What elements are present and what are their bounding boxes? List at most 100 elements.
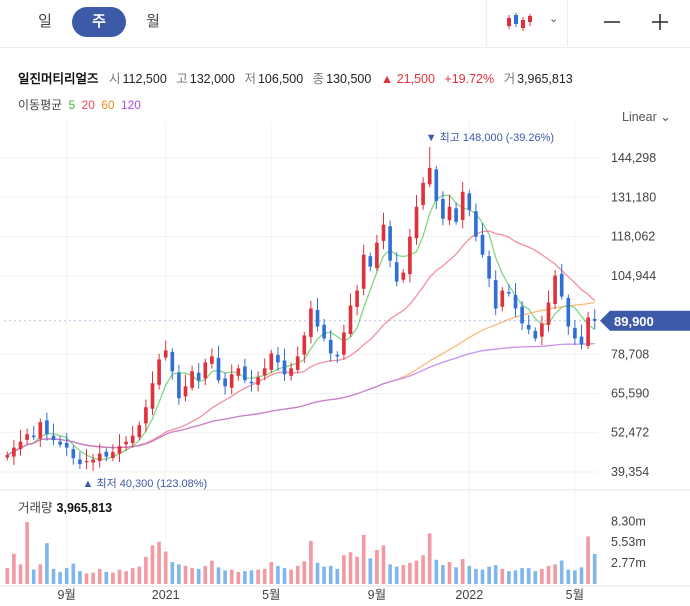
y-tick-label: 131,180 xyxy=(611,190,656,204)
volume-bar xyxy=(91,572,95,584)
candle-body xyxy=(25,434,29,440)
volume-bar xyxy=(368,558,373,584)
volume-bar xyxy=(295,565,300,584)
volume-bar xyxy=(579,567,584,584)
zoom-in-button[interactable] xyxy=(644,6,676,38)
candle-body xyxy=(282,360,287,375)
volume-bar xyxy=(487,566,491,584)
volume-bar xyxy=(144,556,148,584)
moving-average-legend[interactable]: 이동평균 5 20 60 120 xyxy=(18,96,144,113)
ma-20-line xyxy=(6,230,596,456)
change-arrow: ▲ xyxy=(380,72,394,86)
candle-body xyxy=(454,208,458,222)
close-value: 130,500 xyxy=(326,72,372,86)
candle-body xyxy=(196,372,201,381)
volume-bar xyxy=(480,569,485,584)
volume-bar xyxy=(361,534,366,584)
volume-bar xyxy=(137,566,142,584)
ma-5-label: 5 xyxy=(68,98,76,112)
volume-bar xyxy=(414,560,419,584)
volume-bar xyxy=(249,570,254,584)
ma-60-label: 60 xyxy=(101,98,115,112)
candle-body xyxy=(335,354,340,357)
volume-bar xyxy=(434,559,439,584)
volume-bar xyxy=(322,566,326,584)
volume-bar xyxy=(229,569,234,584)
candle-body xyxy=(97,453,102,462)
candle-body xyxy=(236,368,241,376)
volume-bar xyxy=(474,568,478,584)
candle-body xyxy=(507,292,511,294)
candle-body xyxy=(394,262,399,282)
volume-bar xyxy=(467,565,472,584)
candle-body xyxy=(216,357,221,381)
volume-bar xyxy=(355,556,359,584)
chart-type-selector[interactable]: ⌄ xyxy=(486,0,568,46)
volume-panel-title: 거래량 xyxy=(18,501,53,515)
volume-bar xyxy=(25,522,29,584)
volume-bar xyxy=(157,541,161,584)
candle-body xyxy=(526,324,531,330)
volume-bar xyxy=(348,552,353,584)
candle-body xyxy=(434,169,439,201)
volume-bar xyxy=(262,568,267,584)
candle-body xyxy=(295,356,300,370)
volume-bar xyxy=(328,565,333,584)
volume-bar xyxy=(216,567,221,584)
candle-body xyxy=(546,302,551,325)
scale-selector[interactable]: Linear ⌄ xyxy=(622,109,671,124)
volume-panel-label: 거래량 3,965,813 xyxy=(18,497,112,516)
volume-bar xyxy=(31,569,36,584)
candle-body xyxy=(533,330,538,339)
candle-body xyxy=(427,167,432,185)
volume-bar xyxy=(12,553,16,584)
x-tick-label: 2022 xyxy=(455,588,483,602)
candle-body xyxy=(467,193,472,210)
volume-bar xyxy=(177,564,181,584)
candle-body xyxy=(64,442,69,448)
volume-bar xyxy=(566,569,571,584)
volume-bar xyxy=(454,567,458,584)
volume-bar xyxy=(592,554,597,584)
candle-body xyxy=(493,280,498,309)
volume-bar xyxy=(540,568,544,584)
open-label: 시 xyxy=(109,72,121,86)
close-label: 종 xyxy=(312,72,325,86)
volume-bar xyxy=(18,564,23,584)
volume-bar xyxy=(51,568,56,584)
candle-body xyxy=(276,354,280,363)
volume-bar xyxy=(203,565,208,584)
candle-body xyxy=(315,310,320,327)
volume-bar xyxy=(421,555,425,584)
last-price-tag xyxy=(600,310,690,331)
candle-body xyxy=(487,256,491,279)
volume-label: 거 xyxy=(503,72,516,86)
tab-daily[interactable]: 일 xyxy=(38,13,52,30)
top-toolbar: 일 주 월 ⌄ xyxy=(0,0,690,48)
candle-body xyxy=(573,327,577,339)
volume-bar xyxy=(71,563,76,584)
candle-body xyxy=(256,377,260,385)
zoom-out-button[interactable] xyxy=(596,6,628,38)
quote-summary: 일진머티리얼즈 시 112,500 고 132,000 저 106,500 종 130,… xyxy=(18,68,579,87)
candle-body xyxy=(513,295,518,309)
volume-bar xyxy=(130,568,135,584)
chevron-down-icon: ⌄ xyxy=(549,13,559,25)
candle-body xyxy=(579,336,584,345)
ma-5-line xyxy=(6,194,596,460)
candle-body xyxy=(355,290,359,308)
tab-monthly[interactable]: 월 xyxy=(146,13,160,30)
candle-body xyxy=(348,305,353,334)
candle-body xyxy=(408,236,412,275)
volume-bar xyxy=(78,571,82,584)
volume-bar xyxy=(117,569,122,584)
candle-body xyxy=(144,407,148,424)
change-value: 21,500 xyxy=(396,72,435,86)
volume-bar xyxy=(388,564,392,584)
candle-body xyxy=(18,441,23,450)
volume-bar xyxy=(150,545,155,584)
tab-weekly[interactable]: 주 xyxy=(72,7,126,37)
y-tick-label: 52,472 xyxy=(611,426,649,440)
volume-bar xyxy=(315,562,320,584)
